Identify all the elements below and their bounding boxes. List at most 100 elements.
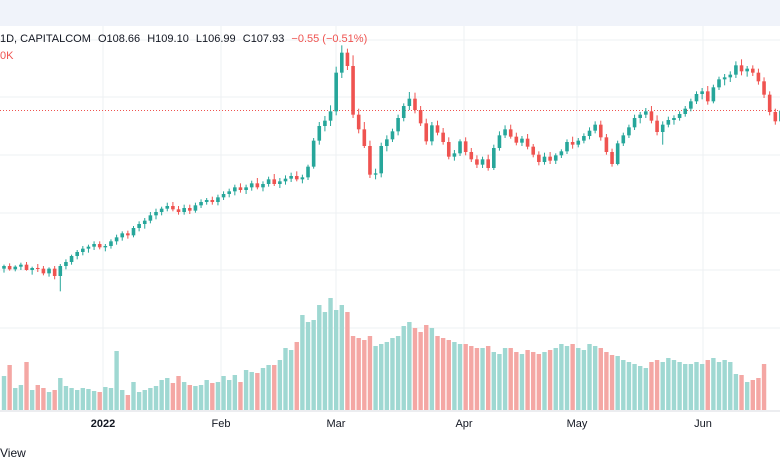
volume-bar-54 (305, 322, 311, 410)
volume-bar-132 (744, 382, 750, 410)
candle-body-13 (75, 252, 79, 256)
candle-119 (672, 115, 676, 125)
candle-99 (559, 149, 564, 158)
candle-body-37 (210, 200, 215, 202)
x-tick-label-4: May (567, 418, 588, 430)
volume-bar-14 (80, 388, 86, 410)
volume-bar-125 (705, 360, 710, 410)
volume-bar-5 (29, 390, 35, 410)
candle-70 (396, 114, 400, 136)
candle-body-128 (722, 77, 727, 80)
candle-body-7 (41, 268, 46, 274)
volume-bar-77 (435, 336, 440, 410)
candle-body-58 (328, 111, 333, 121)
volume-bar-2 (13, 388, 18, 410)
view-link[interactable]: View (0, 446, 26, 460)
candle-body-79 (446, 142, 451, 157)
candle-body-124 (700, 91, 704, 94)
candle-body-73 (413, 98, 417, 110)
candle-47 (266, 176, 271, 187)
volume-bar-48 (272, 365, 277, 410)
candle-body-81 (458, 141, 462, 154)
candle-10 (58, 264, 63, 292)
candle-100 (565, 139, 569, 154)
candle-123 (694, 91, 699, 104)
candle-23 (131, 226, 136, 238)
volume-bar-94 (531, 352, 536, 410)
candle-body-122 (689, 101, 693, 109)
candle-19 (109, 239, 113, 249)
volume-bar-11 (63, 386, 69, 410)
candle-body-96 (542, 156, 547, 162)
candle-0 (2, 264, 6, 273)
candle-62 (351, 55, 355, 118)
volume-bar-119 (671, 360, 677, 410)
candle-body-3 (19, 264, 23, 267)
candle-25 (142, 218, 147, 229)
volume-bar-133 (750, 380, 755, 410)
candle-1 (7, 263, 12, 271)
volume-bar-116 (654, 360, 660, 410)
high-value: 109.10 (155, 33, 189, 45)
symbol-label: 1D, CAPITALCOM (0, 33, 91, 45)
volume-bar-41 (232, 375, 238, 410)
candle-body-100 (565, 142, 569, 152)
candle-114 (644, 108, 648, 118)
candle-32 (182, 204, 186, 215)
candle-45 (255, 178, 260, 190)
high-label: H (147, 33, 156, 45)
candle-body-23 (131, 228, 136, 236)
volume-bar-111 (626, 362, 632, 410)
candle-44 (249, 180, 254, 191)
candle-body-110 (621, 135, 626, 144)
candle-38 (216, 194, 220, 206)
candle-115 (649, 106, 654, 124)
volume-bar-100 (564, 346, 570, 410)
candle-body-104 (587, 130, 592, 136)
candle-36 (204, 198, 209, 205)
candle-118 (666, 116, 671, 128)
volume-bar-32 (181, 382, 187, 410)
candle-127 (717, 76, 721, 90)
volume-bar-89 (502, 348, 508, 410)
candle-body-103 (582, 136, 586, 141)
volume-bar-28 (159, 380, 164, 410)
candle-41 (233, 184, 237, 196)
candle-15 (86, 244, 91, 253)
volume-bar-43 (243, 370, 249, 410)
candle-95 (537, 151, 541, 166)
volume-bar-80 (452, 342, 457, 410)
volume-bar-62 (350, 336, 356, 410)
volume-bar-96 (542, 352, 547, 410)
candle-body-130 (734, 65, 738, 75)
candle-9 (52, 266, 57, 280)
candle-130 (734, 61, 738, 78)
candle-53 (300, 174, 305, 184)
candle-body-53 (300, 177, 305, 180)
volume-bar-34 (193, 386, 198, 410)
candle-body-86 (486, 159, 490, 168)
volume-bar-114 (643, 368, 649, 410)
candle-body-114 (644, 111, 648, 115)
candle-body-90 (508, 129, 513, 137)
candle-31 (176, 206, 181, 215)
volume-bar-90 (508, 348, 513, 410)
volume-bar-68 (384, 342, 390, 410)
close-label: C (242, 33, 251, 45)
candle-83 (469, 148, 474, 162)
candle-body-72 (407, 98, 412, 106)
candle-body-63 (356, 114, 361, 130)
candle-body-123 (694, 94, 699, 102)
volume-bar-25 (142, 390, 147, 410)
candle-35 (199, 199, 203, 208)
candle-body-115 (649, 111, 654, 121)
candle-67 (379, 142, 384, 178)
candle-8 (47, 267, 51, 277)
volume-bar-121 (683, 364, 688, 410)
candle-body-94 (531, 146, 536, 155)
low-value: 106.99 (202, 33, 236, 45)
candle-63 (356, 108, 361, 134)
volume-bar-45 (255, 373, 260, 410)
volume-bar-130 (733, 374, 739, 410)
